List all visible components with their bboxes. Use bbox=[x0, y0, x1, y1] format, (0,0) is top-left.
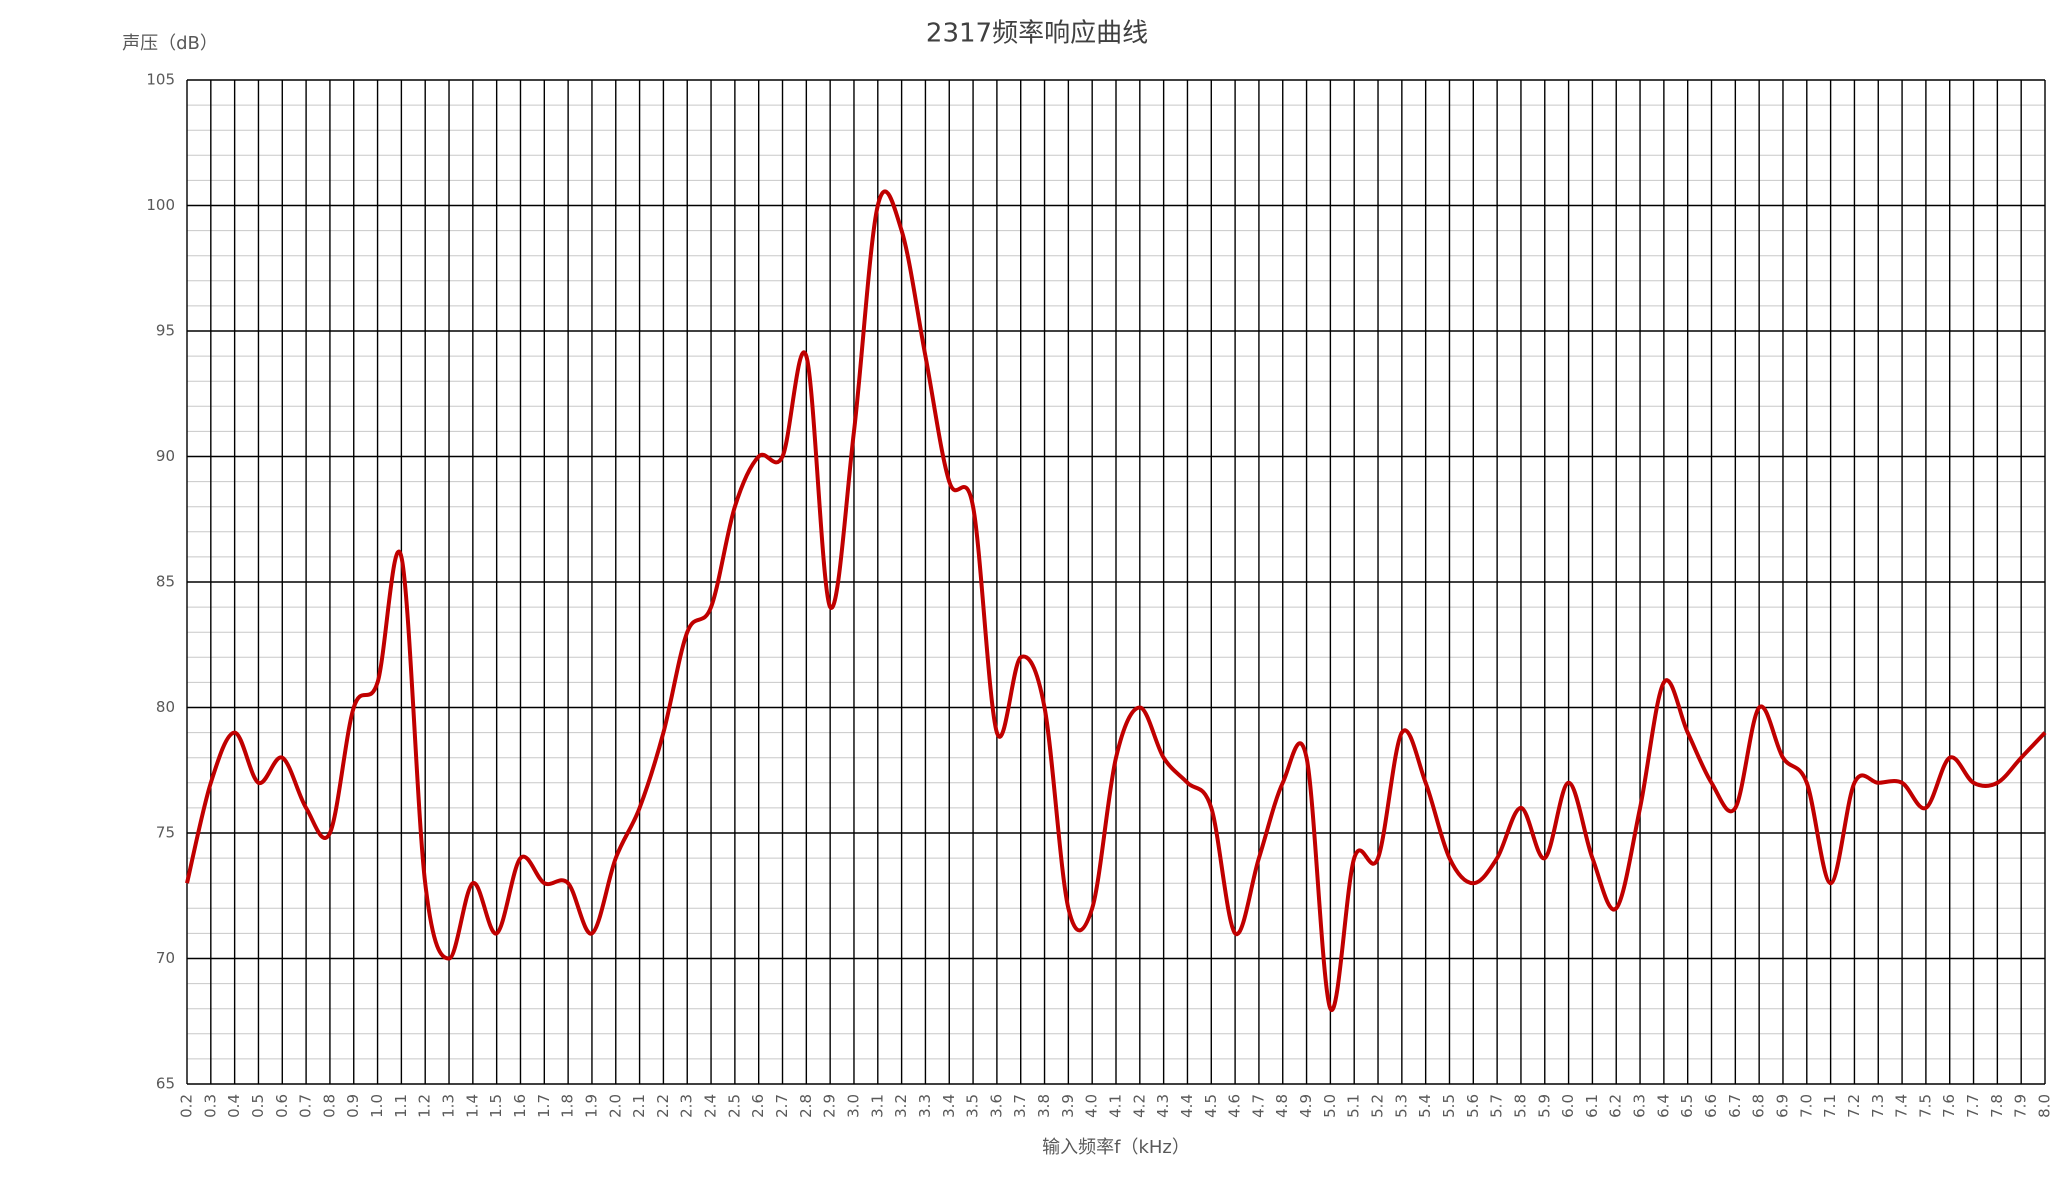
x-tick-label: 3.4 bbox=[940, 1094, 958, 1118]
x-tick-label: 0.8 bbox=[320, 1094, 338, 1118]
x-tick-label: 5.4 bbox=[1416, 1094, 1434, 1118]
x-tick-label: 1.3 bbox=[440, 1094, 458, 1118]
x-tick-label: 4.6 bbox=[1226, 1094, 1244, 1118]
x-tick-label: 5.6 bbox=[1464, 1094, 1482, 1118]
x-tick-label: 0.3 bbox=[201, 1094, 219, 1118]
x-tick-label: 4.5 bbox=[1202, 1094, 1220, 1118]
x-tick-label: 6.8 bbox=[1750, 1094, 1768, 1118]
x-tick-label: 1.5 bbox=[487, 1094, 505, 1118]
x-tick-label: 3.2 bbox=[892, 1094, 910, 1118]
x-tick-label: 7.1 bbox=[1821, 1094, 1839, 1118]
x-tick-label: 1.0 bbox=[368, 1094, 386, 1118]
x-tick-label: 2.8 bbox=[797, 1094, 815, 1118]
x-tick-label: 6.0 bbox=[1559, 1094, 1577, 1118]
x-tick-label: 4.0 bbox=[1083, 1094, 1101, 1118]
x-tick-label: 5.7 bbox=[1488, 1094, 1506, 1118]
x-tick-label: 7.5 bbox=[1916, 1094, 1934, 1118]
x-tick-label: 6.6 bbox=[1702, 1094, 1720, 1118]
x-tick-label: 7.0 bbox=[1797, 1094, 1815, 1118]
x-tick-label: 7.4 bbox=[1893, 1094, 1911, 1118]
x-tick-label: 2.7 bbox=[773, 1094, 791, 1118]
x-tick-label: 5.0 bbox=[1321, 1094, 1339, 1118]
x-tick-label: 3.0 bbox=[844, 1094, 862, 1118]
x-tick-label: 1.6 bbox=[511, 1094, 529, 1118]
x-tick-label: 0.7 bbox=[297, 1094, 315, 1118]
x-tick-label: 3.3 bbox=[916, 1094, 934, 1118]
x-tick-label: 7.7 bbox=[1964, 1094, 1982, 1118]
x-tick-label: 2.2 bbox=[654, 1094, 672, 1118]
y-tick-label: 75 bbox=[156, 824, 175, 842]
x-tick-label: 2.3 bbox=[678, 1094, 696, 1118]
x-tick-label: 4.7 bbox=[1249, 1094, 1267, 1118]
x-tick-label: 5.3 bbox=[1392, 1094, 1410, 1118]
x-tick-label: 7.2 bbox=[1845, 1094, 1863, 1118]
chart-title: 2317频率响应曲线 bbox=[926, 19, 1148, 49]
x-tick-label: 5.2 bbox=[1369, 1094, 1387, 1118]
x-tick-label: 6.1 bbox=[1583, 1094, 1601, 1118]
x-tick-label: 2.5 bbox=[725, 1094, 743, 1118]
x-tick-label: 3.8 bbox=[1035, 1094, 1053, 1118]
x-tick-label: 4.4 bbox=[1178, 1094, 1196, 1118]
y-tick-label: 100 bbox=[146, 196, 175, 214]
x-axis-label: 输入频率f（kHz） bbox=[1042, 1137, 1190, 1158]
x-tick-label: 2.4 bbox=[702, 1094, 720, 1118]
x-tick-label: 2.6 bbox=[749, 1094, 767, 1118]
y-axis-label: 声压（dB） bbox=[122, 33, 218, 54]
x-tick-label: 3.7 bbox=[1011, 1094, 1029, 1118]
x-tick-label: 6.7 bbox=[1726, 1094, 1744, 1118]
x-tick-label: 7.6 bbox=[1940, 1094, 1958, 1118]
x-tick-label: 4.2 bbox=[1130, 1094, 1148, 1118]
y-tick-label: 70 bbox=[156, 949, 175, 967]
x-tick-label: 4.1 bbox=[1107, 1094, 1125, 1118]
x-tick-label: 1.4 bbox=[463, 1094, 481, 1118]
x-tick-label: 5.9 bbox=[1535, 1094, 1553, 1118]
y-tick-label: 95 bbox=[156, 322, 175, 340]
x-tick-label: 1.7 bbox=[535, 1094, 553, 1118]
x-tick-label: 0.4 bbox=[225, 1094, 243, 1118]
x-tick-label: 0.5 bbox=[249, 1094, 267, 1118]
y-tick-label: 85 bbox=[156, 573, 175, 591]
x-tick-label: 2.0 bbox=[606, 1094, 624, 1118]
x-tick-label: 6.4 bbox=[1654, 1094, 1672, 1118]
x-tick-label: 6.3 bbox=[1631, 1094, 1649, 1118]
x-tick-label: 2.9 bbox=[821, 1094, 839, 1118]
x-tick-label: 1.8 bbox=[559, 1094, 577, 1118]
x-tick-label: 0.9 bbox=[344, 1094, 362, 1118]
x-tick-label: 2.1 bbox=[630, 1094, 648, 1118]
x-tick-label: 6.2 bbox=[1607, 1094, 1625, 1118]
x-tick-label: 5.5 bbox=[1440, 1094, 1458, 1118]
x-tick-label: 6.9 bbox=[1773, 1094, 1791, 1118]
y-tick-label: 80 bbox=[156, 698, 175, 716]
x-tick-label: 3.1 bbox=[868, 1094, 886, 1118]
x-tick-label: 0.6 bbox=[273, 1094, 291, 1118]
data-line bbox=[185, 189, 2047, 1012]
x-tick-label: 1.1 bbox=[392, 1094, 410, 1118]
x-tick-label: 3.9 bbox=[1059, 1094, 1077, 1118]
x-tick-label: 6.5 bbox=[1678, 1094, 1696, 1118]
x-tick-label: 8.0 bbox=[2036, 1094, 2054, 1118]
x-tick-label: 4.9 bbox=[1297, 1094, 1315, 1118]
x-tick-label: 4.8 bbox=[1273, 1094, 1291, 1118]
x-tick-label: 3.5 bbox=[964, 1094, 982, 1118]
y-tick-label: 65 bbox=[156, 1075, 175, 1093]
x-tick-label: 5.8 bbox=[1511, 1094, 1529, 1118]
x-tick-label: 4.3 bbox=[1154, 1094, 1172, 1118]
x-tick-label: 7.8 bbox=[1988, 1094, 2006, 1118]
y-tick-label: 105 bbox=[146, 71, 175, 89]
x-tick-label: 1.2 bbox=[416, 1094, 434, 1118]
x-tick-label: 0.2 bbox=[178, 1094, 196, 1118]
x-tick-label: 7.9 bbox=[2012, 1094, 2030, 1118]
x-tick-label: 5.1 bbox=[1345, 1094, 1363, 1118]
y-tick-label: 90 bbox=[156, 447, 175, 465]
x-tick-label: 3.6 bbox=[987, 1094, 1005, 1118]
x-tick-label: 1.9 bbox=[582, 1094, 600, 1118]
x-tick-label: 7.3 bbox=[1869, 1094, 1887, 1118]
